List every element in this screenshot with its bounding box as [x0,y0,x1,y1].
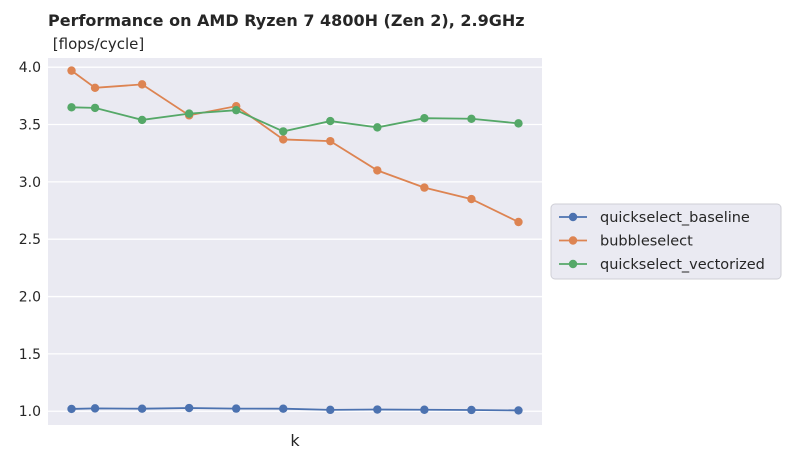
y-axis-ticks: 1.0 1.5 2.0 2.5 3.0 3.5 4.0 [19,60,41,420]
data-point-quickselect_vectorized [279,127,288,136]
data-point-bubbleselect [420,183,429,192]
legend-label: bubbleselect [600,234,693,250]
y-tick-label: 3.0 [19,175,41,191]
data-point-bubbleselect [137,80,147,89]
data-point-quickselect_baseline [137,404,147,413]
y-tick-label: 4.0 [19,60,41,76]
data-point-bubbleselect [279,135,288,144]
data-point-quickselect_baseline [184,403,194,413]
data-point-quickselect_vectorized [420,114,429,123]
data-point-quickselect_baseline [90,404,100,413]
chart-subtitle: [flops/cycle] [48,35,144,53]
data-point-quickselect_baseline [514,406,523,415]
legend-box [550,203,782,280]
data-point-quickselect_baseline [326,405,335,415]
data-point-quickselect_baseline [279,404,288,413]
data-point-bubbleselect [373,166,382,175]
data-point-quickselect_baseline [231,404,241,413]
data-point-bubbleselect [326,136,335,146]
data-point-bubbleselect [514,217,523,227]
legend-label: quickselect_baseline [600,210,750,226]
x-axis-label: k [290,431,300,450]
data-point-bubbleselect [90,83,100,93]
series-group [67,66,523,415]
legend: quickselect_baseline bubbleselect quicksel… [550,203,782,280]
legend-marker [568,259,578,269]
data-point-quickselect_vectorized [467,114,476,123]
legend-marker [568,236,578,245]
legend-marker [568,212,578,222]
data-point-quickselect_baseline [373,405,382,414]
gridlines [48,66,542,412]
data-point-quickselect_vectorized [231,105,241,115]
data-point-quickselect_baseline [420,405,429,414]
data-point-quickselect_vectorized [373,123,382,132]
legend-label: quickselect_vectorized [600,257,765,273]
data-point-quickselect_vectorized [90,103,100,113]
y-tick-label: 1.0 [19,404,41,420]
y-tick-label: 2.5 [19,232,41,248]
data-point-quickselect_vectorized [184,109,194,118]
data-point-quickselect_vectorized [67,103,76,112]
data-point-quickselect_vectorized [514,119,523,128]
data-point-bubbleselect [467,194,476,204]
data-point-quickselect_baseline [67,404,76,414]
chart-title: Performance on AMD Ryzen 7 4800H (Zen 2)… [48,11,525,30]
y-tick-label: 2.0 [19,290,41,306]
data-point-bubbleselect [67,66,76,75]
y-tick-label: 3.5 [19,118,41,134]
y-tick-label: 1.5 [19,347,41,363]
plot-area [48,58,542,425]
data-point-quickselect_vectorized [137,115,147,125]
data-point-quickselect_baseline [467,405,476,415]
data-point-quickselect_vectorized [326,116,335,126]
